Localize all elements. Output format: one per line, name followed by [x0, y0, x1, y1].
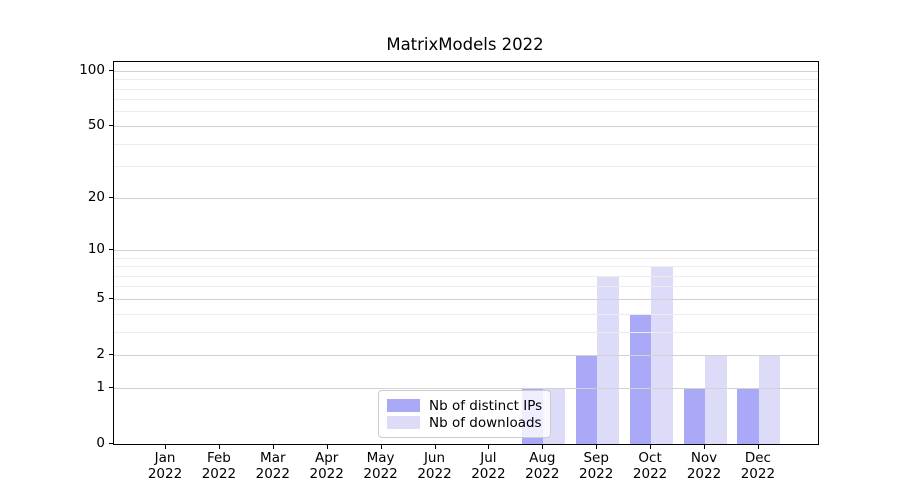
gridline-minor-80 [114, 88, 818, 90]
chart-title: MatrixModels 2022 [386, 35, 544, 54]
gridline-major-5 [114, 298, 818, 300]
x-tick-label-jul: Jul 2022 [471, 450, 506, 482]
legend-row-downloads: Nb of downloads [387, 414, 542, 431]
legend-swatch-distinct-ips [387, 399, 420, 412]
x-tick-label-dec: Dec 2022 [740, 450, 776, 482]
x-tick-jul [488, 445, 490, 449]
bar-nov-downloads [705, 355, 727, 444]
x-tick-label-sep: Sep 2022 [579, 450, 614, 482]
y-tick-10 [109, 248, 113, 250]
gridline-minor-30 [114, 166, 818, 168]
gridline-major-1 [114, 387, 818, 389]
plot-area [113, 61, 819, 445]
legend-swatch-downloads [387, 416, 420, 429]
gridline-minor-3 [114, 331, 818, 333]
y-tick-5 [109, 297, 113, 299]
legend-row-distinct-ips: Nb of distinct IPs [387, 397, 542, 414]
x-tick-label-nov: Nov 2022 [686, 450, 722, 482]
x-tick-label-oct: Oct 2022 [632, 450, 668, 482]
y-tick-1 [109, 386, 113, 388]
gridline-minor-4 [114, 313, 818, 315]
y-tick-label-20: 20 [87, 188, 105, 205]
x-tick-jun [434, 445, 436, 449]
bar-nov-distinct-ips [683, 388, 705, 444]
gridline-major-100 [114, 70, 818, 72]
x-tick-label-aug: Aug 2022 [525, 450, 560, 482]
y-tick-label-5: 5 [96, 289, 105, 306]
x-tick-feb [218, 445, 220, 449]
gridline-minor-40 [114, 143, 818, 145]
y-tick-20 [109, 196, 113, 198]
x-tick-dec [757, 445, 759, 449]
gridline-major-10 [114, 249, 818, 251]
y-tick-label-1: 1 [96, 378, 105, 395]
x-tick-label-jan: Jan 2022 [147, 450, 183, 482]
x-tick-sep [596, 445, 598, 449]
x-tick-label-mar: Mar 2022 [255, 450, 290, 482]
y-tick-label-0: 0 [96, 434, 105, 451]
bar-dec-downloads [758, 355, 781, 444]
legend: Nb of distinct IPs Nb of downloads [378, 390, 551, 438]
gridline-minor-90 [114, 79, 818, 81]
y-tick-100 [109, 69, 113, 71]
x-tick-label-feb: Feb 2022 [201, 450, 237, 482]
gridline-minor-60 [114, 111, 818, 113]
bar-sep-distinct-ips [575, 355, 598, 444]
x-tick-mar [272, 445, 274, 449]
y-tick-label-100: 100 [79, 61, 105, 78]
x-tick-may [380, 445, 382, 449]
gridline-major-20 [114, 197, 818, 199]
gridline-minor-7 [114, 275, 818, 277]
bar-oct-distinct-ips [629, 314, 652, 444]
y-tick-2 [109, 353, 113, 355]
gridline-minor-8 [114, 266, 818, 267]
y-tick-0 [109, 442, 113, 444]
y-tick-label-2: 2 [96, 345, 105, 362]
y-tick-label-50: 50 [87, 116, 105, 133]
y-tick-50 [109, 124, 113, 126]
legend-label-downloads: Nb of downloads [429, 414, 542, 431]
gridline-minor-70 [114, 99, 818, 101]
gridline-major-2 [114, 354, 818, 356]
x-tick-label-apr: Apr 2022 [309, 450, 344, 482]
x-tick-apr [326, 445, 328, 449]
x-tick-nov [704, 445, 705, 449]
legend-label-distinct-ips: Nb of distinct IPs [429, 397, 543, 414]
y-tick-label-10: 10 [87, 240, 105, 257]
gridline-minor-6 [114, 286, 818, 288]
bar-dec-distinct-ips [737, 388, 759, 444]
x-tick-label-jun: Jun 2022 [417, 450, 452, 482]
x-tick-jan [165, 445, 166, 449]
x-tick-oct [650, 445, 652, 449]
bar-sep-downloads [597, 276, 619, 444]
gridline-minor-9 [114, 257, 818, 259]
gridline-major-50 [114, 125, 818, 127]
x-tick-label-may: May 2022 [363, 450, 398, 482]
x-tick-aug [542, 445, 544, 449]
